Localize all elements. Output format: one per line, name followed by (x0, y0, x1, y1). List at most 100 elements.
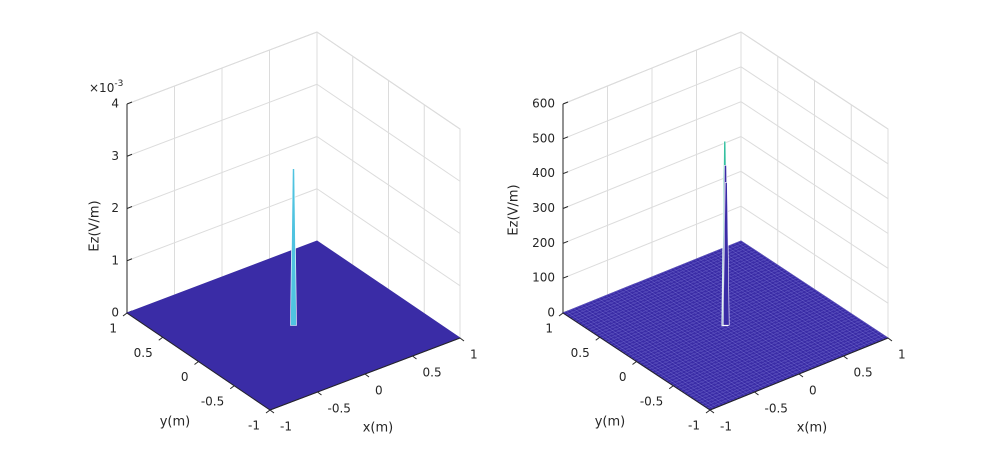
y-tick (122, 312, 128, 317)
x-tick (709, 409, 715, 414)
mesh-line (683, 263, 832, 362)
x-tick-label: -1 (280, 420, 292, 434)
mesh-line (715, 250, 864, 349)
grid-line (562, 170, 742, 244)
mesh-line (726, 246, 874, 344)
mesh-line (659, 273, 807, 372)
z-tick-label: 1 (111, 253, 119, 267)
z-scale-base: ×10 (89, 81, 114, 95)
z-tick (562, 136, 569, 140)
z-tick-label: 300 (532, 201, 555, 215)
z-tick-label: 200 (532, 236, 555, 250)
surface-mesh (562, 240, 889, 411)
y-axis-label: y(m) (595, 415, 626, 430)
mesh-line (586, 256, 765, 329)
mesh-line (705, 255, 853, 353)
mesh-line (624, 281, 803, 354)
grid-line (740, 170, 889, 269)
x-tick-label: 0.5 (854, 366, 873, 380)
mesh-line (592, 260, 771, 333)
y-tick (558, 312, 564, 317)
y-tick-label: 0 (181, 370, 189, 384)
y-tick (158, 336, 164, 341)
z-tick-label: 4 (111, 97, 119, 111)
z-tick-label: 0 (111, 306, 119, 320)
grid-line (126, 31, 318, 105)
z-tick (126, 258, 133, 262)
mesh-line (730, 245, 878, 343)
x-axis-label: x(m) (363, 421, 394, 436)
mesh-line (627, 283, 806, 356)
mesh-line (662, 272, 810, 370)
y-tick-label: 1 (545, 322, 553, 336)
mesh-line (673, 268, 821, 366)
z-scale-label: ×10-3 (89, 79, 123, 95)
x-tick-label: 1 (898, 348, 906, 362)
x-tick (459, 337, 465, 342)
grid-line (740, 136, 889, 234)
grid-line (316, 136, 461, 234)
mesh-line (568, 244, 747, 318)
grid-line (740, 205, 889, 304)
y-tick-label: -1 (248, 419, 260, 433)
mesh-line (607, 269, 786, 343)
y-tick (265, 409, 271, 414)
y-tick-label: 0.5 (571, 346, 590, 360)
x-tick-label: -1 (720, 420, 732, 434)
y-axis-label: y(m) (160, 415, 191, 430)
mesh-line (630, 285, 809, 358)
y-tick-label: -0.5 (201, 394, 224, 408)
mesh-line (612, 273, 792, 347)
mesh-line (598, 264, 777, 337)
mesh-line (740, 240, 889, 339)
x-tick-label: 1 (470, 348, 478, 362)
y-tick (705, 409, 711, 414)
mesh-line (595, 262, 774, 335)
peak (722, 182, 730, 326)
z-scale-exponent: -3 (114, 79, 123, 89)
z-tick (126, 153, 133, 157)
mesh-line (737, 242, 885, 340)
x-tick (887, 337, 893, 342)
mesh-line (719, 249, 867, 347)
grid-line (126, 188, 318, 262)
z-tick-label: 500 (532, 131, 555, 145)
x-tick (754, 391, 759, 396)
y-tick-label: 1 (109, 322, 117, 336)
z-tick (562, 171, 569, 175)
peak (290, 168, 297, 326)
z-axis-label: Ez(V/m) (88, 200, 103, 251)
y-tick (595, 336, 601, 341)
y-tick-label: 0 (619, 370, 627, 384)
mesh-line (680, 265, 828, 363)
y-tick-label: 0.5 (134, 346, 153, 360)
z-tick (126, 206, 133, 209)
grid-line (316, 31, 461, 130)
x-tick (843, 355, 848, 360)
mesh-line (609, 271, 789, 345)
x-tick-label: -0.5 (765, 402, 788, 416)
mesh-line (691, 260, 839, 359)
mesh-line (669, 269, 817, 367)
z-tick-label: 0 (547, 306, 555, 320)
grid-line (562, 136, 742, 209)
z-tick (562, 240, 569, 244)
grid-line (316, 188, 461, 287)
mesh-line (676, 266, 825, 365)
z-tick (562, 101, 569, 105)
grid-line (562, 101, 742, 175)
y-tick (668, 385, 674, 390)
mesh-line (694, 259, 842, 357)
mesh-line (604, 267, 783, 341)
mesh-line (615, 275, 794, 349)
z-tick (562, 275, 569, 279)
x-tick-label: -0.5 (328, 402, 351, 416)
mesh-line (565, 242, 745, 316)
grid-line (562, 66, 742, 140)
y-tick-label: -1 (688, 419, 700, 433)
mesh-line (589, 258, 768, 331)
grid-line (740, 31, 889, 130)
z-tick (126, 101, 133, 105)
grid-line (126, 136, 318, 209)
